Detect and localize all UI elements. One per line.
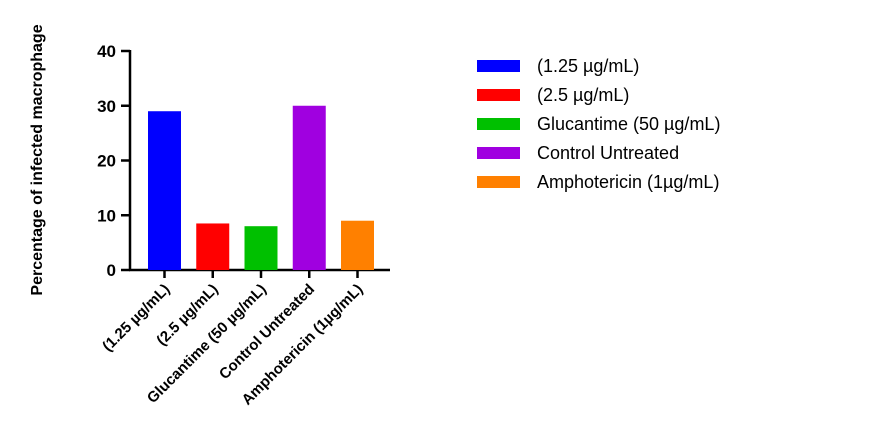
legend-swatch	[477, 176, 520, 188]
legend-entry-label: Amphotericin (1µg/mL)	[537, 172, 719, 192]
y-ticks: 0 10 20 30 40	[97, 42, 130, 280]
legend-swatch	[477, 60, 520, 72]
y-tick-label: 0	[107, 261, 116, 280]
legend-entry-label: (1.25 µg/mL)	[537, 56, 639, 76]
y-tick-label: 20	[97, 152, 116, 171]
bar	[148, 111, 181, 270]
legend-swatch	[477, 147, 520, 159]
bars	[148, 105, 374, 278]
y-tick-label: 30	[97, 97, 116, 116]
y-axis-title: Percentage of infected macrophage	[29, 24, 46, 295]
legend-entry-label: (2.5 µg/mL)	[537, 85, 629, 105]
legend-entry-label: Glucantime (50 µg/mL)	[537, 114, 720, 134]
x-category-labels: (1.25 µg/mL)(2.5 µg/mL)Glucantime (50 µg…	[99, 281, 366, 409]
y-tick-label: 40	[97, 42, 116, 61]
bar	[341, 220, 374, 270]
legend-entry-label: Control Untreated	[537, 143, 679, 163]
bar	[292, 105, 326, 270]
bar	[196, 223, 230, 270]
y-tick-label: 10	[97, 206, 116, 225]
legend-swatch	[477, 89, 520, 101]
legend: (1.25 µg/mL) (2.5 µg/mL) Glucantime (50 µg…	[477, 56, 720, 192]
bar	[244, 226, 278, 270]
legend-swatch	[477, 118, 520, 130]
